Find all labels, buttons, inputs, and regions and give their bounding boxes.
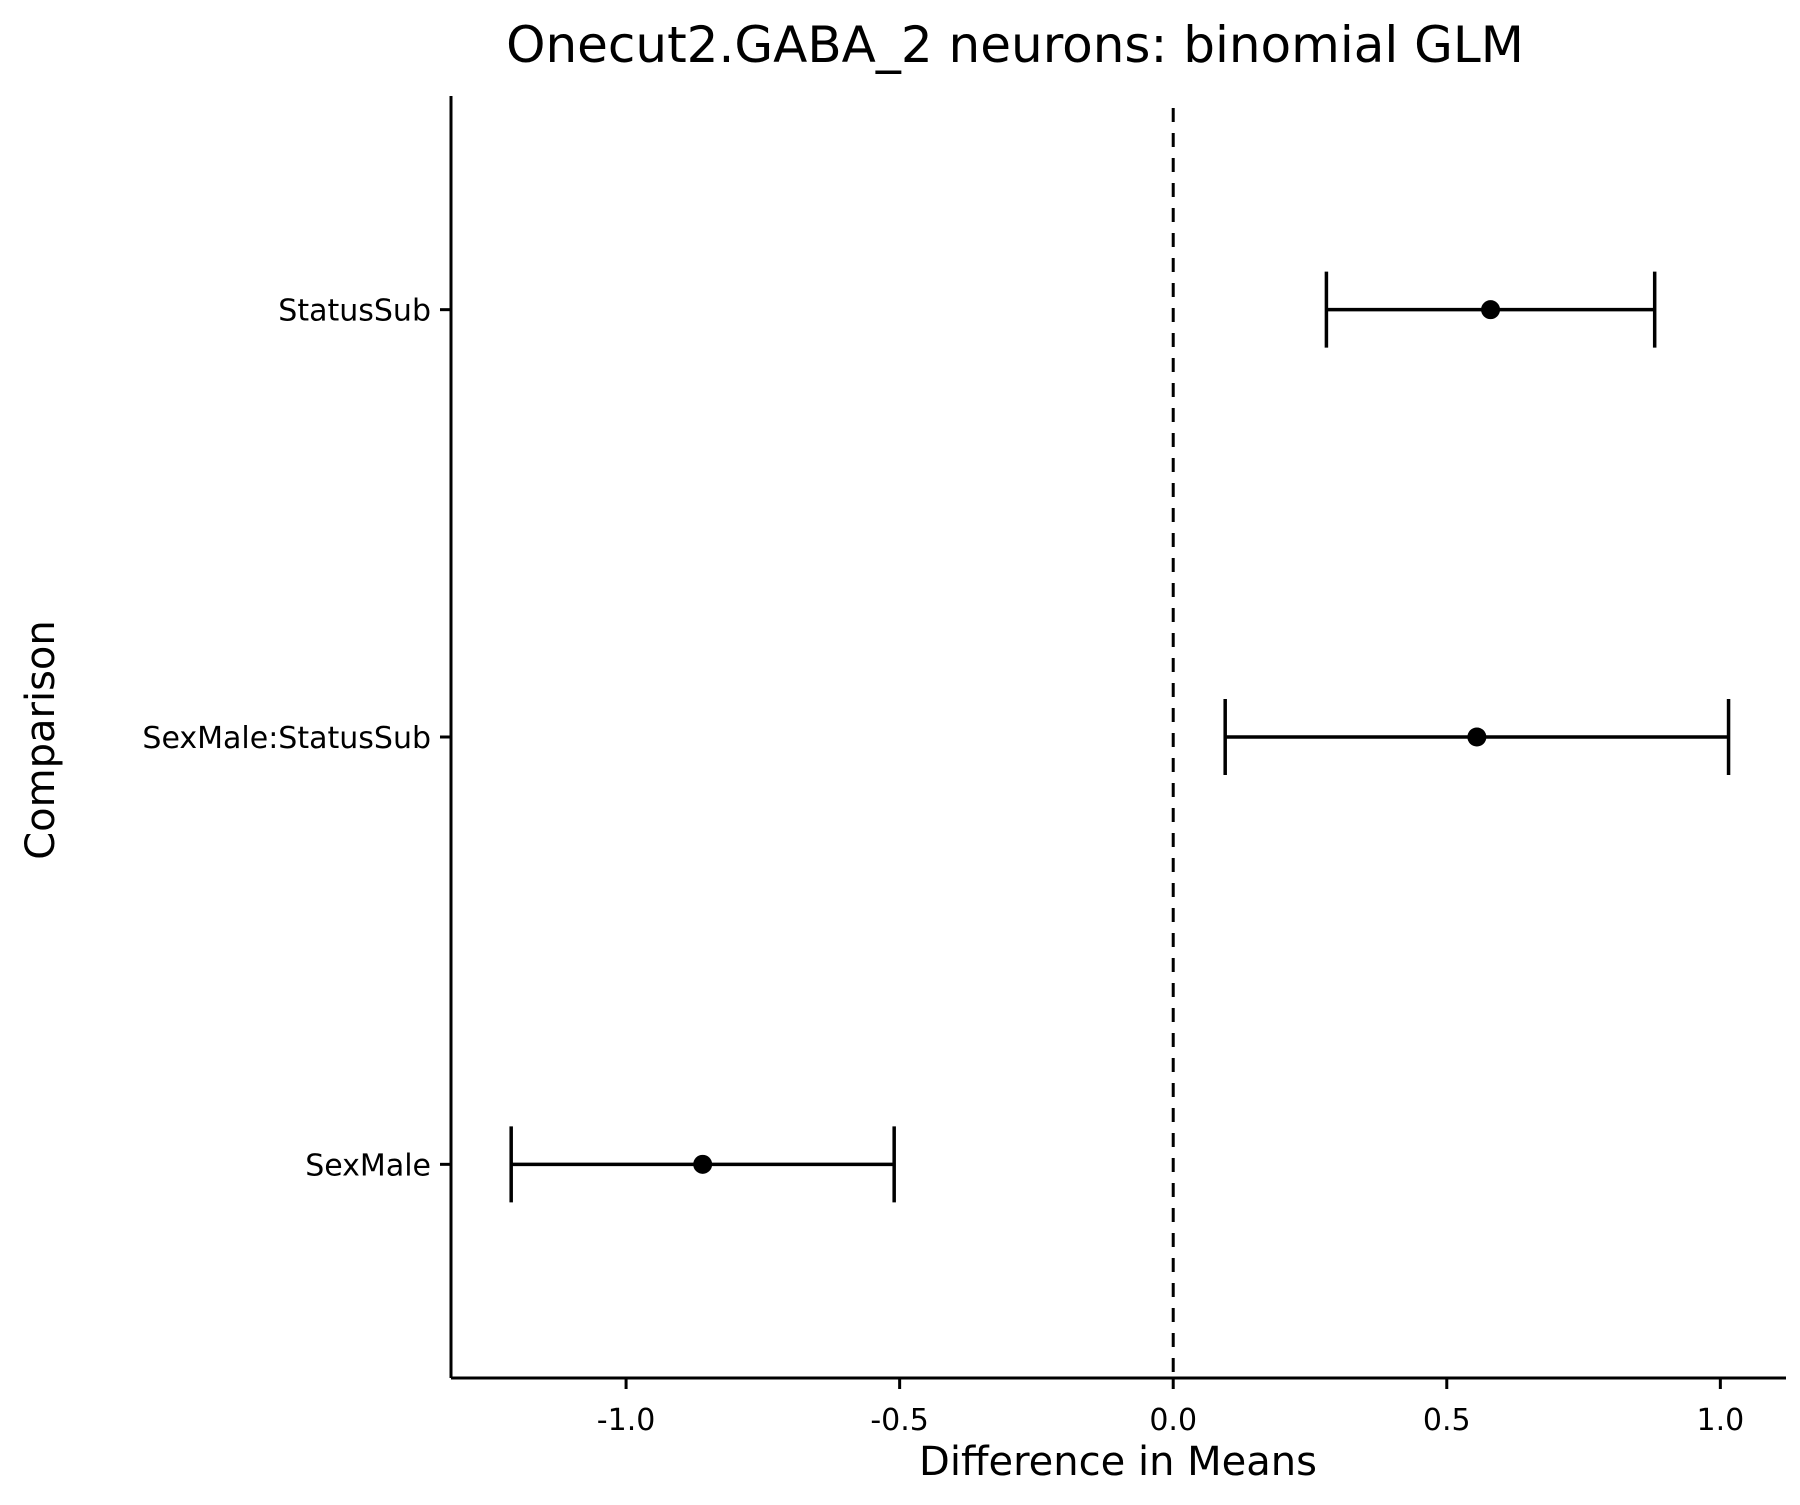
- point-estimate: [693, 1154, 713, 1174]
- plot-marks: -1.0 -0.5 0.0 0.5 1.0 StatusSub SexMale:Status…: [142, 96, 1786, 1438]
- point-estimate: [1467, 727, 1487, 747]
- y-axis-title: Comparison: [18, 620, 64, 860]
- x-axis-title: Difference in Means: [919, 1439, 1317, 1485]
- x-tick-label: 1.0: [1696, 1403, 1744, 1438]
- x-tick-label: 0.0: [1149, 1403, 1197, 1438]
- point-estimate: [1481, 300, 1501, 320]
- chart-title: Onecut2.GABA_2 neurons: binomial GLM: [506, 16, 1524, 74]
- x-tick-label: -0.5: [870, 1403, 929, 1438]
- y-tick-label: SexMale: [305, 1148, 431, 1183]
- x-tick-label: -1.0: [597, 1403, 656, 1438]
- x-tick-label: 0.5: [1423, 1403, 1471, 1438]
- y-tick-label: SexMale:StatusSub: [142, 721, 431, 756]
- y-tick-label: StatusSub: [278, 294, 431, 329]
